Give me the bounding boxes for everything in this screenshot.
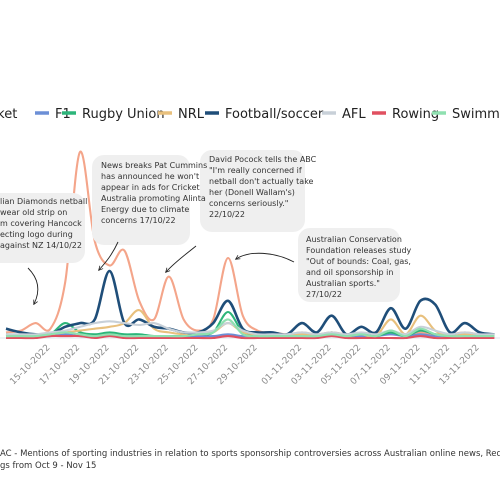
annotation-text: netball don't actually take <box>209 177 314 186</box>
annotation-text: concerns 17/10/22 <box>101 216 176 225</box>
legend-label: NRL <box>178 107 205 122</box>
legend: CricketF1Rugby UnionNRLFootball/soccerAF… <box>0 107 500 122</box>
annotation-text: Energy due to climate <box>101 205 189 214</box>
legend-label: Rowing <box>392 107 439 122</box>
annotation-text: 22/10/22 <box>209 210 245 219</box>
arrow <box>236 252 295 263</box>
caption: AC - Mentions of sporting industries in … <box>0 449 500 471</box>
annotation-text: 27/10/22 <box>306 290 342 299</box>
annotation-text: "I'm really concerned if <box>209 166 302 175</box>
legend-label: Rugby Union <box>82 107 165 122</box>
annotation-text: wear old strip on <box>0 208 67 217</box>
arrow <box>99 241 119 270</box>
caption-text: gs from Oct 9 - Nov 15 <box>0 461 96 471</box>
annotation-text: Foundation releases study <box>306 246 412 255</box>
series-line <box>5 320 495 336</box>
annotation-text: "Out of bounds: Coal, gas, <box>306 257 411 266</box>
arrow <box>166 245 197 272</box>
series-line <box>5 318 495 338</box>
annotation-text: m covering Hancock <box>0 219 82 228</box>
caption-text: AC - Mentions of sporting industries in … <box>0 449 500 459</box>
annotation-box <box>200 150 305 232</box>
series-line <box>5 334 495 340</box>
annotation-text: against NZ 14/10/22 <box>0 241 82 250</box>
annotations: lian Diamonds netball wear old strip on m … <box>0 150 412 304</box>
annotation-text: Australia promoting Alinta <box>101 194 206 203</box>
annotation-text: her (Donell Wallam's) <box>209 188 295 197</box>
annotation-text: News breaks Pat Cummins <box>101 161 207 170</box>
annotation-box <box>92 155 190 245</box>
annotation-text: has announced he won't <box>101 172 199 181</box>
annotation-box <box>298 228 400 302</box>
annotation-text: lian Diamonds netball <box>0 197 87 206</box>
legend-label: Swimming <box>452 107 500 122</box>
annotation-text: Australian Conservation <box>306 235 402 244</box>
legend-label: AFL <box>342 107 366 122</box>
annotation-text: concerns seriously." <box>209 199 288 208</box>
annotation-box <box>0 193 85 263</box>
legend-label: Cricket <box>0 107 17 122</box>
annotation-text: Australian sports." <box>306 279 380 288</box>
annotation-text: appear in ads for Cricket <box>101 183 200 192</box>
annotation-text: David Pocock tells the ABC <box>209 155 317 164</box>
annotation-text: and oil sponsorship in <box>306 268 393 277</box>
arrow <box>27 267 39 304</box>
annotation-text: ecting logo during <box>0 230 73 239</box>
legend-label: Football/soccer <box>225 107 324 122</box>
